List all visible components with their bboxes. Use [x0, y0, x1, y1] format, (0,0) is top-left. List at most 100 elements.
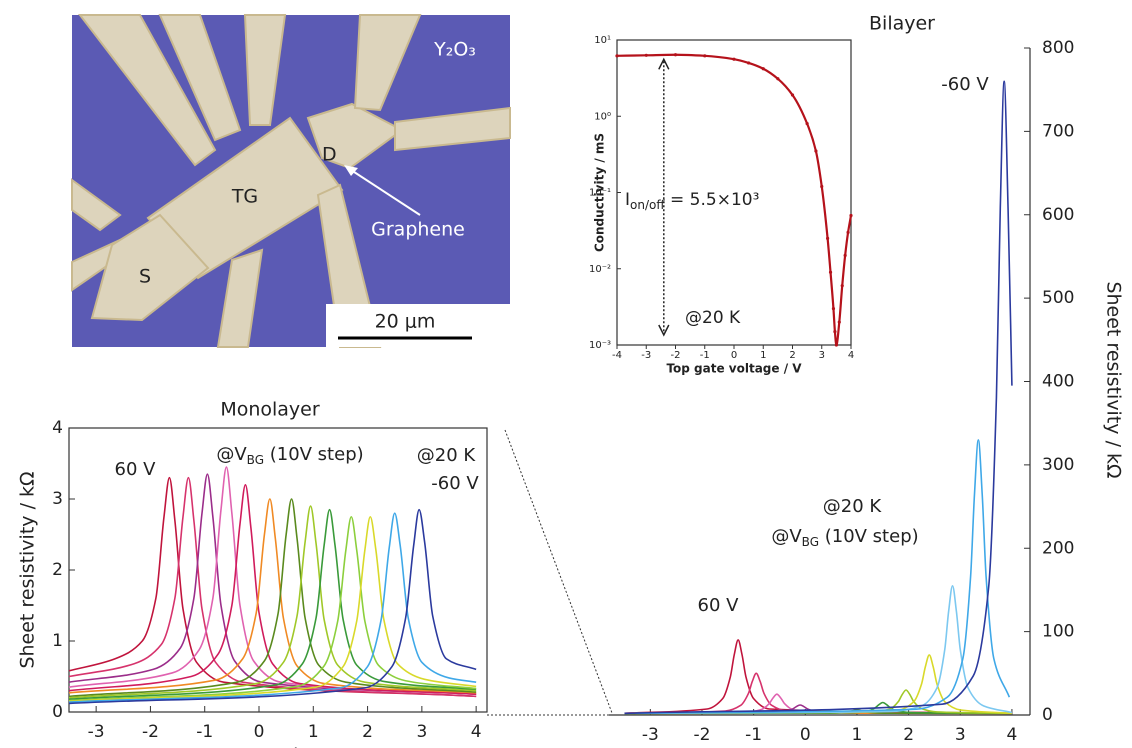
data-point [834, 343, 838, 347]
x-tick-label: -2 [142, 722, 159, 742]
data-point [805, 122, 809, 126]
x-tick-label: 2 [789, 350, 795, 361]
y-tick-label: 10⁻³ [589, 340, 611, 351]
data-point [761, 67, 765, 71]
y-tick-label: 1 [52, 631, 63, 651]
annotation: @20 K [685, 308, 741, 328]
data-point [820, 184, 824, 189]
x-tick-label: 3 [819, 350, 825, 361]
curve [616, 53, 853, 347]
annotation-text: @20 K [823, 496, 883, 517]
annotation: @VBG (10V step) [216, 444, 363, 467]
curve [624, 439, 1011, 715]
curve [68, 498, 477, 694]
graphene-arrow [347, 167, 421, 216]
curve [68, 508, 477, 705]
curve [68, 515, 477, 702]
data-point [843, 253, 847, 257]
electrodes [71, 14, 511, 348]
y-tick-label: 2 [52, 560, 63, 580]
annotation-text: -60 V [941, 74, 989, 95]
curve [68, 508, 477, 701]
graphene-label: Graphene [371, 219, 465, 241]
annotation-text: @20 K [685, 308, 741, 328]
data-point [644, 53, 648, 57]
x-tick-label: -2 [694, 725, 711, 745]
annotation-text: @V [771, 526, 802, 547]
zoom-link [487, 429, 613, 716]
curve [624, 80, 1013, 715]
x-tick-label: 4 [848, 350, 854, 361]
x-tick-label: -2 [671, 350, 681, 361]
x-axis-title: Top gate voltage / V [182, 745, 372, 748]
data-point [790, 93, 795, 97]
data-point [747, 61, 751, 65]
x-tick-label: 1 [760, 350, 766, 361]
chart-title: Monolayer [220, 399, 320, 421]
annotation: 60 V [115, 459, 157, 480]
y-tick-label: 3 [52, 489, 63, 509]
source-label: S [139, 266, 151, 288]
annotation-text: @V [216, 444, 247, 465]
x-tick-label: 4 [471, 722, 482, 742]
annotation: -60 V [431, 473, 479, 494]
chart-title: Bilayer [869, 13, 935, 35]
annotation: @20 K [823, 496, 883, 517]
x-tick-label: -1 [745, 725, 762, 745]
annotation-text: 60 V [115, 459, 157, 480]
annotation-text: = 5.5×10³ [665, 190, 760, 210]
curve [68, 476, 477, 698]
inset-background [617, 40, 851, 345]
scale-bar-box [326, 304, 510, 347]
x-tick-label: 1 [852, 725, 863, 745]
x-tick-label: 0 [800, 725, 811, 745]
y-tick-label: 200 [1042, 538, 1074, 558]
curve [68, 483, 477, 696]
x-tick-label: 0 [731, 350, 737, 361]
x-tick-label: -1 [196, 722, 213, 742]
y-tick-label: 0 [52, 702, 63, 722]
drain-label: D [322, 144, 337, 166]
curve [624, 639, 1012, 715]
chart: -3 -2 -1 0 1 2 3 4 0 1 2 3 4 Monolayer Top gate voltag… [17, 399, 488, 748]
substrate-label: Y₂O₃ [433, 39, 476, 61]
curve [68, 505, 477, 699]
curve [68, 473, 477, 696]
y-tick-label: 800 [1042, 38, 1074, 58]
y-tick-label: 0 [1042, 705, 1053, 725]
x-tick-label: 1 [308, 722, 319, 742]
data-point [814, 149, 818, 153]
y-tick-label: 400 [1042, 372, 1074, 392]
annotation-subscript: BG [247, 453, 264, 467]
annotation: 60 V [698, 595, 740, 616]
curve [68, 515, 477, 703]
x-tick-label: -4 [612, 350, 622, 361]
y-axis-title: Sheet resistivity / kΩ [17, 471, 39, 668]
annotation-subscript: on/off [630, 198, 665, 212]
data-point [833, 329, 837, 334]
annotation: -60 V [941, 74, 989, 95]
data-point [732, 57, 736, 61]
data-point [703, 54, 707, 58]
y-tick-label: 600 [1042, 205, 1074, 225]
x-tick-label: 2 [903, 725, 914, 745]
curve [68, 476, 477, 698]
y-tick-label: 10¹ [594, 35, 611, 46]
y-tick-label: 300 [1042, 455, 1074, 475]
annotation-text: (10V step) [264, 444, 364, 465]
x-tick-label: 4 [1007, 725, 1018, 745]
curve [68, 512, 477, 703]
annotation-subscript: BG [802, 535, 819, 549]
y-tick-label: 10⁻² [589, 264, 611, 275]
x-tick-label: -3 [88, 722, 105, 742]
annotation: @20 K [417, 445, 477, 466]
y-axis-title: Conductivity / mS [593, 133, 607, 252]
annotation-text: 60 V [698, 595, 740, 616]
annotation-text: (10V step) [819, 526, 919, 547]
annotation-text: -60 V [431, 473, 479, 494]
x-tick-label: -3 [642, 725, 659, 745]
data-point [776, 77, 780, 81]
annotation-text: @20 K [417, 445, 477, 466]
